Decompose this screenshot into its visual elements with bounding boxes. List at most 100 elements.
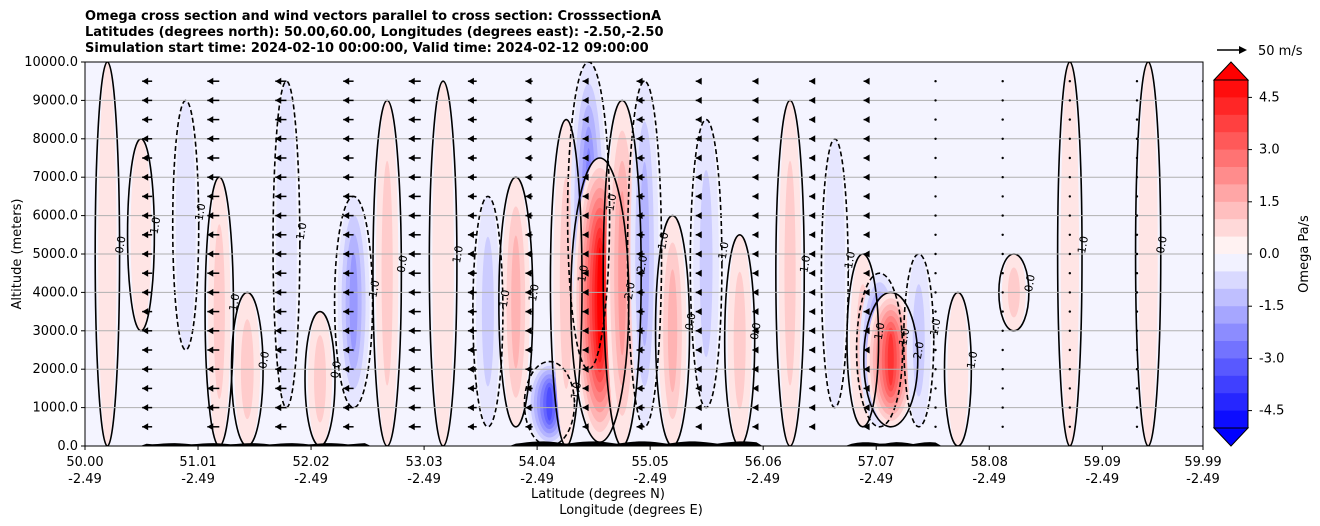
colorbar-segment-6	[1214, 184, 1248, 203]
x-tick-lon-3: -2.49	[407, 472, 441, 487]
wind-vector-16-5	[1068, 329, 1072, 332]
omega-band-11-level-3	[511, 235, 521, 369]
wind-vector-16-14	[1068, 156, 1072, 160]
wind-vector-17-11	[1135, 214, 1139, 217]
wind-vector-4-8	[343, 269, 354, 277]
wind-vector-7-9	[525, 250, 533, 258]
wind-vector-13-10	[863, 231, 870, 239]
wind-vector-12-9	[809, 250, 816, 258]
y-tick-label-9: 9000.0	[33, 93, 79, 108]
wind-vector-7-16	[525, 116, 533, 124]
wind-vector-7-3	[525, 365, 533, 373]
wind-vector-9-14	[636, 154, 645, 162]
wind-vector-7-5	[525, 327, 533, 335]
wind-vector-11-5	[752, 327, 759, 335]
wind-vector-11-4	[752, 346, 759, 354]
wind-vector-5-18	[408, 77, 421, 85]
wind-vector-9-5	[636, 327, 645, 335]
wind-vector-10-0	[695, 423, 702, 431]
wind-vector-15-5	[1001, 329, 1004, 332]
omega-band-2-level-1	[175, 100, 196, 350]
wind-vector-13-13	[863, 173, 870, 181]
wind-vector-12-18	[809, 77, 816, 85]
wind-vector-4-6	[343, 308, 354, 316]
contour-label-12: -1.0	[568, 381, 585, 404]
wind-vector-17-8	[1135, 272, 1139, 275]
wind-vector-1-6	[142, 308, 153, 316]
wind-vector-0-6	[77, 308, 85, 315]
x-tick-lon-7: -2.49	[859, 472, 893, 487]
wind-vector-0-8	[77, 270, 85, 277]
x-tick-lon-8: -2.49	[972, 472, 1006, 487]
wind-vector-4-5	[343, 327, 354, 335]
wind-vector-3-1	[275, 404, 287, 412]
wind-vector-16-6	[1068, 310, 1072, 313]
wind-vector-11-8	[752, 269, 759, 277]
wind-vector-11-1	[752, 404, 759, 412]
wind-vector-9-16	[636, 116, 645, 124]
wind-vector-7-1	[525, 404, 533, 412]
terrain-fill	[85, 441, 1203, 446]
wind-vector-10-13	[695, 173, 702, 181]
omega-band-26-level-2	[912, 284, 925, 397]
wind-vector-10-3	[695, 365, 702, 373]
wind-vector-6-6	[467, 308, 477, 316]
wind-vector-11-18	[752, 77, 759, 85]
y-tick-label-5: 5000.0	[33, 247, 79, 262]
wind-vector-1-3	[142, 365, 153, 373]
wind-vector-14-3	[934, 368, 937, 371]
y-tick-label-1: 1000.0	[33, 401, 79, 416]
wind-vector-4-1	[343, 404, 354, 412]
wind-vector-10-17	[695, 96, 702, 104]
wind-vector-3-2	[275, 384, 287, 392]
contour-label-10: -1.0	[496, 289, 513, 312]
wind-vector-6-0	[467, 423, 477, 431]
y-tick-label-3: 3000.0	[33, 324, 79, 339]
vector-key: 50 m/s	[1217, 44, 1303, 59]
colorbar-segment-5	[1214, 167, 1248, 185]
wind-vector-1-18	[142, 77, 153, 85]
contour-label-16: 2.0	[634, 254, 650, 273]
wind-vector-17-10	[1135, 233, 1139, 236]
wind-vector-6-8	[467, 269, 477, 277]
x-tick-lat-4: 54.04	[519, 455, 556, 470]
wind-vector-15-17	[1001, 99, 1004, 102]
wind-vector-8-11	[582, 212, 589, 220]
wind-vector-6-2	[467, 384, 477, 392]
wind-vector-9-1	[636, 404, 645, 412]
contour-label-29: 1.0	[1075, 235, 1091, 254]
wind-vector-0-18	[77, 78, 85, 85]
omega-band-9-level-1	[432, 81, 454, 446]
wind-vector-17-9	[1135, 252, 1139, 256]
wind-vector-10-12	[695, 192, 702, 200]
wind-vector-5-4	[408, 346, 421, 354]
wind-vector-4-10	[343, 231, 354, 239]
wind-vector-16-12	[1068, 195, 1072, 198]
wind-vector-1-9	[142, 250, 153, 258]
wind-vector-14-8	[934, 272, 937, 275]
wind-vector-11-0	[752, 423, 759, 431]
contour-label-8: 0.0	[395, 254, 411, 273]
wind-vector-16-15	[1068, 137, 1072, 140]
wind-vector-9-10	[636, 231, 645, 239]
wind-vector-3-8	[275, 269, 287, 277]
wind-vector-8-15	[582, 135, 589, 143]
wind-vector-6-13	[467, 173, 477, 181]
wind-vector-17-6	[1135, 310, 1139, 313]
wind-vector-14-11	[934, 214, 937, 217]
wind-vector-8-17	[582, 96, 589, 104]
y-tick-label-2: 2000.0	[33, 362, 79, 377]
wind-vector-10-5	[695, 327, 702, 335]
wind-vector-9-4	[636, 346, 645, 354]
omega-contour-24	[855, 272, 904, 428]
wind-vector-7-0	[525, 423, 533, 431]
wind-vector-15-0	[1001, 425, 1004, 428]
x-axis-label-lon: Longitude (degrees E)	[559, 503, 703, 518]
wind-vector-4-14	[343, 154, 354, 162]
wind-vector-4-9	[343, 250, 354, 258]
wind-vector-13-0	[863, 423, 870, 431]
wind-vector-5-11	[408, 212, 421, 220]
wind-vector-12-13	[809, 173, 816, 181]
wind-vector-2-6	[207, 308, 220, 316]
wind-vector-3-15	[275, 135, 287, 143]
